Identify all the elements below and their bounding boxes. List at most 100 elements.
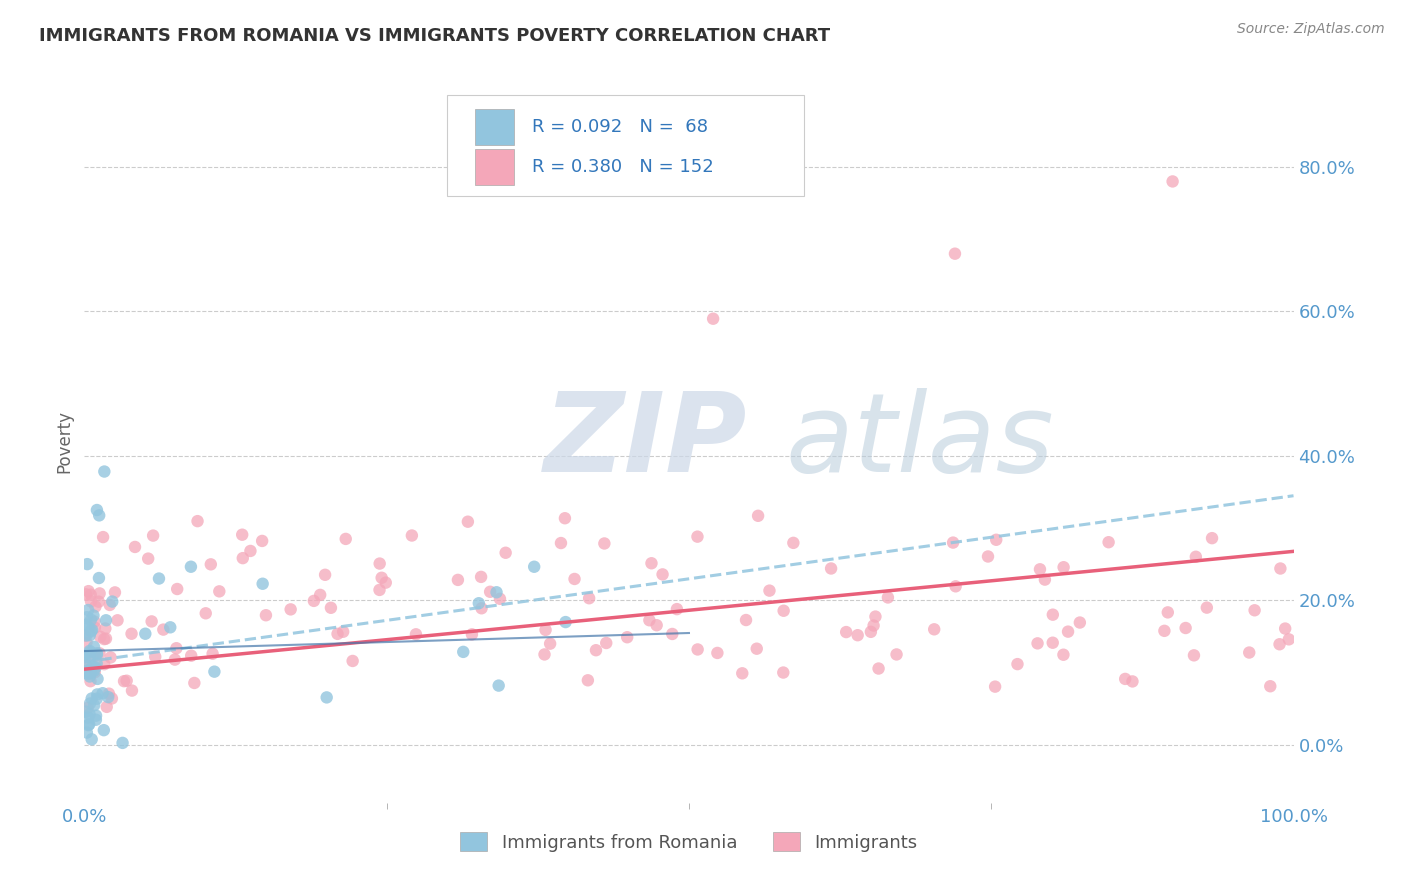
Point <box>865 609 887 624</box>
Point <box>73 648 96 662</box>
Point <box>77 665 100 680</box>
Point <box>1243 603 1265 617</box>
Point <box>820 561 842 575</box>
Point <box>77 620 100 634</box>
Point <box>252 576 274 591</box>
Point <box>121 626 143 640</box>
Point <box>166 582 188 596</box>
Point <box>89 586 111 600</box>
Point <box>86 503 108 517</box>
Point <box>868 661 890 675</box>
Point <box>554 615 576 629</box>
Point <box>523 559 546 574</box>
Point <box>75 705 97 719</box>
Point <box>1042 607 1064 622</box>
Point <box>159 620 181 634</box>
Point <box>76 664 98 678</box>
Point <box>84 599 107 614</box>
Point <box>731 666 754 681</box>
Point <box>75 658 97 673</box>
Point <box>75 587 97 601</box>
Point <box>91 686 114 700</box>
Point <box>231 527 253 541</box>
Point <box>309 588 332 602</box>
Point <box>578 591 600 606</box>
Point <box>595 636 617 650</box>
Point <box>83 621 105 635</box>
Point <box>1157 606 1180 620</box>
Point <box>1052 560 1074 574</box>
Point <box>86 691 108 706</box>
Point <box>94 622 117 636</box>
Text: Source: ZipAtlas.com: Source: ZipAtlas.com <box>1237 22 1385 37</box>
Point <box>79 674 101 689</box>
Point <box>859 624 882 639</box>
Point <box>79 707 101 722</box>
Point <box>101 594 124 608</box>
Point <box>86 646 108 660</box>
Point <box>1274 622 1296 636</box>
Point <box>835 625 858 640</box>
Point <box>326 627 349 641</box>
Point <box>665 602 688 616</box>
Point <box>747 508 769 523</box>
Point <box>374 575 396 590</box>
FancyBboxPatch shape <box>475 109 513 145</box>
Point <box>1042 636 1064 650</box>
Point <box>470 570 492 584</box>
Point <box>368 557 391 571</box>
Point <box>977 549 1000 564</box>
Text: R = 0.380   N = 152: R = 0.380 N = 152 <box>531 158 713 176</box>
Point <box>315 690 337 705</box>
Point <box>1195 600 1218 615</box>
Point <box>702 311 724 326</box>
Point <box>886 648 908 662</box>
Point <box>554 511 576 525</box>
Point <box>922 623 945 637</box>
Point <box>93 657 115 672</box>
Text: IMMIGRANTS FROM ROMANIA VS IMMIGRANTS POVERTY CORRELATION CHART: IMMIGRANTS FROM ROMANIA VS IMMIGRANTS PO… <box>39 27 831 45</box>
Point <box>80 613 103 627</box>
Point <box>1174 621 1197 635</box>
Point <box>471 601 494 615</box>
Point <box>1258 679 1281 693</box>
Point <box>782 536 804 550</box>
Point <box>194 607 217 621</box>
Point <box>661 627 683 641</box>
Point <box>451 645 474 659</box>
Point <box>862 618 884 632</box>
Point <box>80 665 103 680</box>
Point <box>1121 674 1143 689</box>
Point <box>79 666 101 681</box>
Point <box>706 646 728 660</box>
Point <box>77 603 100 617</box>
Point <box>89 646 111 660</box>
Point <box>319 600 342 615</box>
Point <box>76 665 98 679</box>
Point <box>533 648 555 662</box>
Point <box>495 546 517 560</box>
Point <box>335 532 357 546</box>
Point <box>76 725 98 739</box>
Point <box>846 628 869 642</box>
FancyBboxPatch shape <box>475 149 513 185</box>
Point <box>121 683 143 698</box>
Point <box>758 583 780 598</box>
Point <box>79 628 101 642</box>
Point <box>84 713 107 727</box>
Point <box>534 623 557 637</box>
Point <box>97 690 120 705</box>
Point <box>163 652 186 666</box>
Point <box>75 656 97 670</box>
Point <box>75 629 97 643</box>
Point <box>136 551 159 566</box>
Point <box>1239 646 1261 660</box>
Point <box>79 697 101 711</box>
Point <box>112 674 135 689</box>
Point <box>91 530 114 544</box>
Point <box>1185 549 1208 564</box>
Point <box>1033 573 1056 587</box>
Point <box>86 657 108 671</box>
Point <box>202 665 225 679</box>
Point <box>200 558 222 572</box>
